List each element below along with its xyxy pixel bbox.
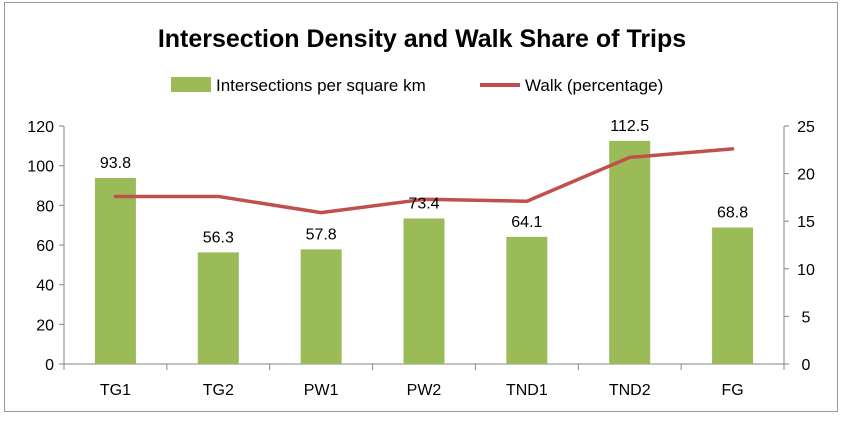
bar-pw1 (300, 249, 342, 364)
x-tick-label: PW2 (407, 382, 442, 399)
x-tick-label: TG1 (100, 382, 131, 399)
y-right-tick-label: 15 (797, 214, 815, 231)
legend: Intersections per square km Walk (percen… (171, 76, 663, 95)
bar-pw2 (403, 218, 445, 364)
bar-tnd1 (506, 236, 548, 364)
legend-swatch-intersections (171, 77, 211, 92)
x-tick-label: FG (721, 382, 743, 399)
data-label-tnd2: 112.5 (610, 118, 649, 135)
y-right-tick-label: 10 (797, 262, 815, 279)
y-right-tick-label: 5 (802, 309, 811, 326)
bar-tnd2 (609, 140, 651, 364)
y-left-tick-label: 60 (36, 238, 54, 255)
data-labels: 93.8 56.3 57.8 73.4 64.1 112.5 68.8 (100, 118, 748, 246)
y-right-tick-label: 25 (797, 119, 815, 136)
data-label-tnd1: 64.1 (511, 214, 542, 231)
x-tick-label: PW1 (304, 382, 339, 399)
x-tick-label: TND1 (506, 382, 548, 399)
data-label-tg1: 93.8 (100, 155, 131, 172)
y-left-tick-label: 40 (36, 278, 54, 295)
y-left-tick-label: 20 (36, 317, 54, 334)
data-label-pw1: 57.8 (306, 226, 337, 243)
x-tick-label: TND2 (609, 382, 651, 399)
walk-line-series (113, 147, 735, 215)
bar-fg (712, 227, 754, 364)
bar-tg2 (197, 252, 239, 364)
x-tick-label: TG2 (203, 382, 234, 399)
chart-title: Intersection Density and Walk Share of T… (158, 25, 686, 53)
data-label-fg: 68.8 (717, 205, 748, 222)
data-label-tg2: 56.3 (203, 229, 234, 246)
y-left-tick-label: 120 (27, 119, 54, 136)
y-right-tick-label: 20 (797, 167, 815, 184)
data-label-pw2: 73.4 (408, 195, 439, 212)
legend-label-intersections: Intersections per square km (216, 76, 426, 95)
y-left-tick-label: 100 (27, 159, 54, 176)
y-right-tick-label: 0 (802, 357, 811, 374)
legend-label-walk: Walk (percentage) (525, 76, 663, 95)
bar-tg1 (94, 177, 136, 364)
axes: 0 20 40 60 80 100 120 0 5 10 15 20 25 TG1 TG2 PW1 PW2 TND… (27, 119, 815, 399)
y-left-tick-label: 0 (45, 357, 54, 374)
y-left-tick-label: 80 (36, 198, 54, 215)
bars (94, 140, 754, 364)
